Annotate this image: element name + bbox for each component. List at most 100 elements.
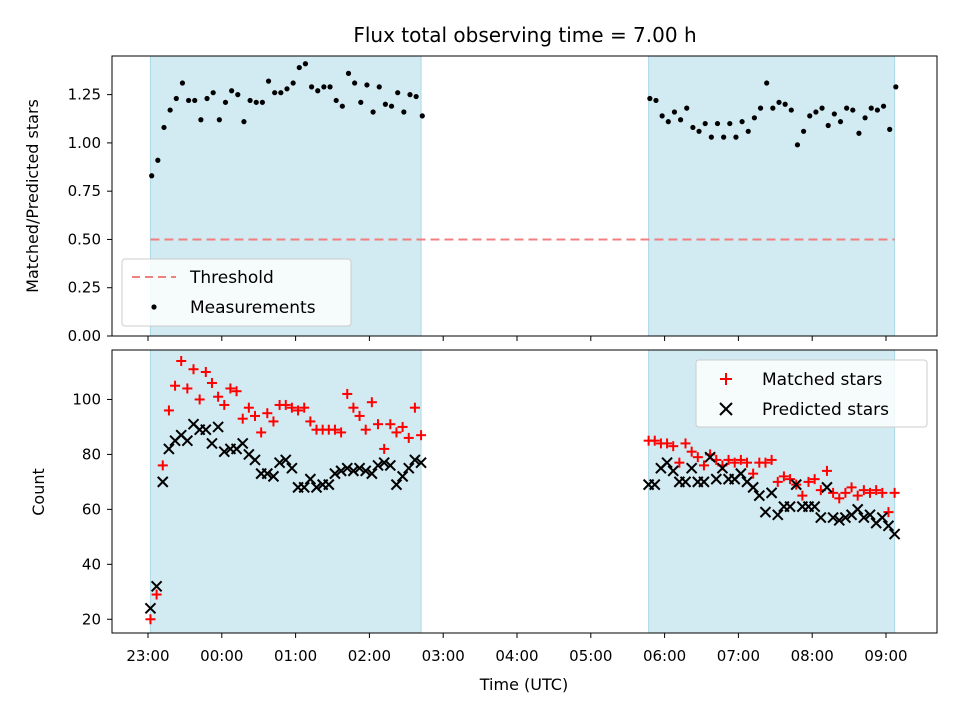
measurement-point <box>339 103 345 109</box>
predicted-star-point <box>839 511 852 524</box>
predicted-star-point <box>753 489 766 502</box>
matched-star-point <box>674 457 685 468</box>
matched-star-point <box>213 391 224 402</box>
measurement-points <box>149 61 899 179</box>
legend-matched-swatch <box>720 373 732 385</box>
matched-star-point <box>188 364 199 375</box>
predicted-star-point <box>335 465 347 477</box>
predicted-star-point <box>353 462 366 474</box>
plot-frame-bottom <box>111 349 938 634</box>
measurement-point <box>290 80 296 86</box>
measurement-point <box>388 103 395 109</box>
matched-star-point <box>299 402 310 413</box>
y-tick-label: 40 <box>82 555 101 573</box>
matched-star-point <box>649 435 660 446</box>
x-axis-label: Time (UTC) <box>479 675 568 694</box>
measurement-point <box>155 157 161 163</box>
x-tick-label: 05:00 <box>569 647 612 665</box>
matched-star-point <box>342 388 353 399</box>
matched-star-point <box>379 443 390 454</box>
matched-star-point <box>729 457 740 468</box>
predicted-star-point <box>163 443 175 455</box>
matched-star-point <box>692 452 703 463</box>
predicted-star-point <box>372 459 384 472</box>
predicted-star-point <box>790 478 802 491</box>
predicted-star-point <box>150 580 163 592</box>
matched-star-point <box>194 394 205 405</box>
matched-star-point <box>803 476 814 487</box>
measurement-point <box>647 95 653 102</box>
measurement-point <box>733 134 739 140</box>
matched-star-point <box>206 377 217 388</box>
measurement-point <box>253 99 259 105</box>
measurement-point <box>321 84 327 90</box>
predicted-star-point <box>286 462 298 474</box>
measurement-point <box>149 173 155 179</box>
predicted-star-point <box>280 454 292 466</box>
y-tick-label: 20 <box>82 610 101 628</box>
x-tick-label: 06:00 <box>643 647 686 665</box>
matched-star-point <box>385 419 396 430</box>
measurement-point <box>210 90 216 96</box>
measurement-point <box>776 99 782 105</box>
matched-star-point <box>366 397 377 408</box>
matched-star-point <box>723 454 734 465</box>
measurement-point <box>788 107 794 113</box>
measurement-point <box>370 109 376 115</box>
matched-star-point <box>742 457 753 468</box>
matched-star-point <box>797 490 808 501</box>
measurement-point <box>241 119 247 125</box>
predicted-star-point <box>716 462 729 474</box>
predicted-star-point <box>710 473 722 485</box>
measurement-point <box>659 113 665 119</box>
measurement-point <box>382 101 388 107</box>
predicted-star-point <box>409 454 421 466</box>
measurement-point <box>745 128 751 134</box>
predicted-star-point <box>876 511 889 524</box>
matched-star-point <box>698 460 709 471</box>
y-tick-label: 0.25 <box>68 279 101 297</box>
measurement-point <box>850 107 856 113</box>
measurement-point <box>794 142 801 148</box>
legend-predicted-swatch <box>719 402 733 416</box>
measurement-point <box>696 128 702 134</box>
measurement-point <box>247 97 253 104</box>
x-tick-label: 23:00 <box>126 647 169 665</box>
measurement-point <box>782 101 788 107</box>
measurement-point <box>825 122 831 129</box>
measurement-point <box>204 95 210 102</box>
predicted-star-point <box>347 465 360 477</box>
measurement-point <box>185 97 192 104</box>
predicted-star-point <box>827 511 839 524</box>
x-tick-label: 08:00 <box>791 647 834 665</box>
plot-frame-top <box>111 55 938 337</box>
measurement-point <box>345 70 352 76</box>
legend-predicted-label: Predicted stars <box>762 400 889 420</box>
measurement-point <box>333 97 339 104</box>
predicted-star-point <box>378 456 390 469</box>
measurement-point <box>800 128 807 134</box>
matched-star-point <box>250 410 261 421</box>
x-tick-label: 09:00 <box>864 647 907 665</box>
matched-star-point <box>286 402 297 413</box>
matched-star-point <box>834 493 845 504</box>
matched-star-point <box>846 482 857 493</box>
legend-bottom: Matched stars Predicted stars <box>695 359 928 428</box>
measurement-point <box>401 109 407 115</box>
predicted-star-point <box>384 459 397 472</box>
matched-star-point <box>348 402 359 413</box>
y-ticks-bottom: 20 40 60 80 100 <box>72 390 112 628</box>
measurement-point <box>671 109 678 115</box>
predicted-star-point <box>864 509 876 521</box>
y-axis-label-bottom: Count <box>29 468 48 516</box>
x-tick-label: 04:00 <box>495 647 538 665</box>
predicted-star-point <box>772 509 784 521</box>
measurement-point <box>831 111 837 117</box>
measurement-point <box>407 92 413 98</box>
predicted-star-point <box>144 602 157 614</box>
chart-title: Flux total observing time = 7.00 h <box>353 23 696 47</box>
matched-stars-points <box>145 355 900 625</box>
x-tick-label: 00:00 <box>200 647 243 665</box>
measurement-point <box>161 124 167 131</box>
measurement-point <box>893 84 899 90</box>
